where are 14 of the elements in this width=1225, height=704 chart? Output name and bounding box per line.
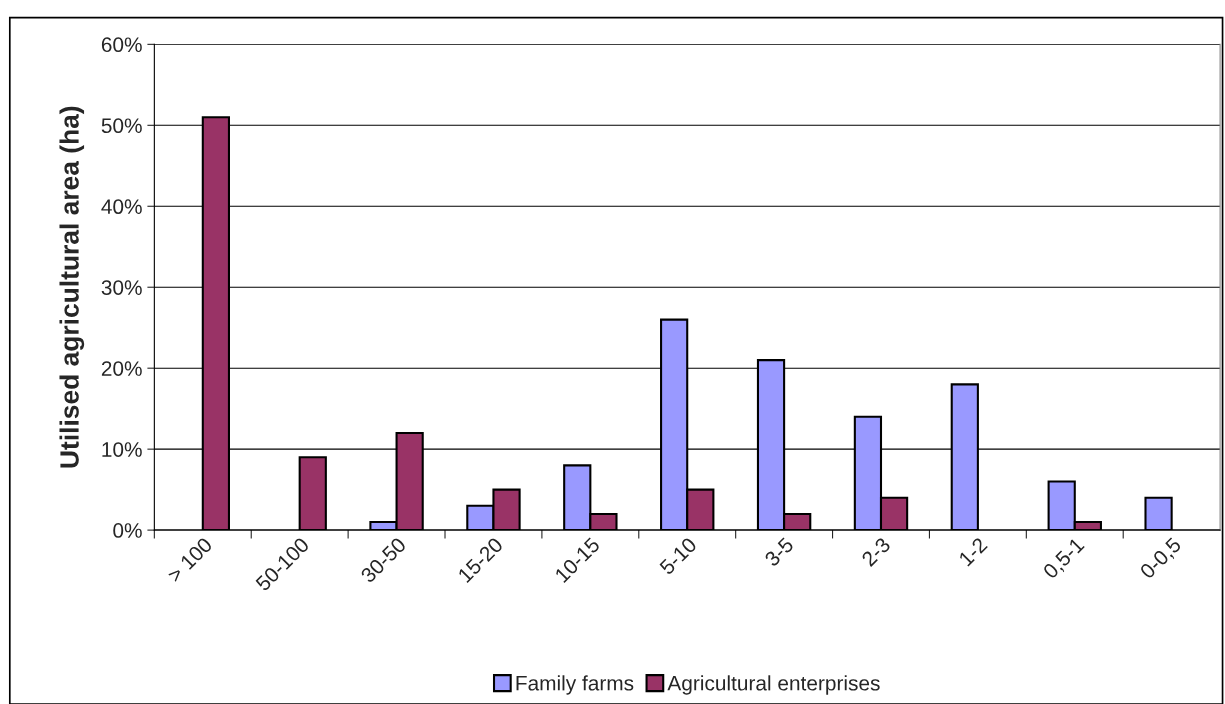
y-tick-label: 10% <box>102 442 142 457</box>
y-tick-label: 30% <box>101 280 142 295</box>
y-axis-title: Utilised agricultural area (ha) <box>59 106 85 468</box>
x-tick-label: 1-2 <box>958 536 988 567</box>
legend-label: Family farms <box>516 675 634 695</box>
legend-label: Agricultural enterprises <box>667 675 880 695</box>
y-tick-label: 20% <box>101 361 142 376</box>
x-tick-label: 3-5 <box>763 536 795 568</box>
y-tick-label: 0% <box>113 523 142 538</box>
y-tick-label: 50% <box>101 118 142 134</box>
y-tick-label: 60% <box>101 37 142 53</box>
x-tick-label: 2-3 <box>860 536 892 568</box>
x-tick-label: > 100 <box>166 536 214 584</box>
y-tick-label: 40% <box>101 199 142 215</box>
